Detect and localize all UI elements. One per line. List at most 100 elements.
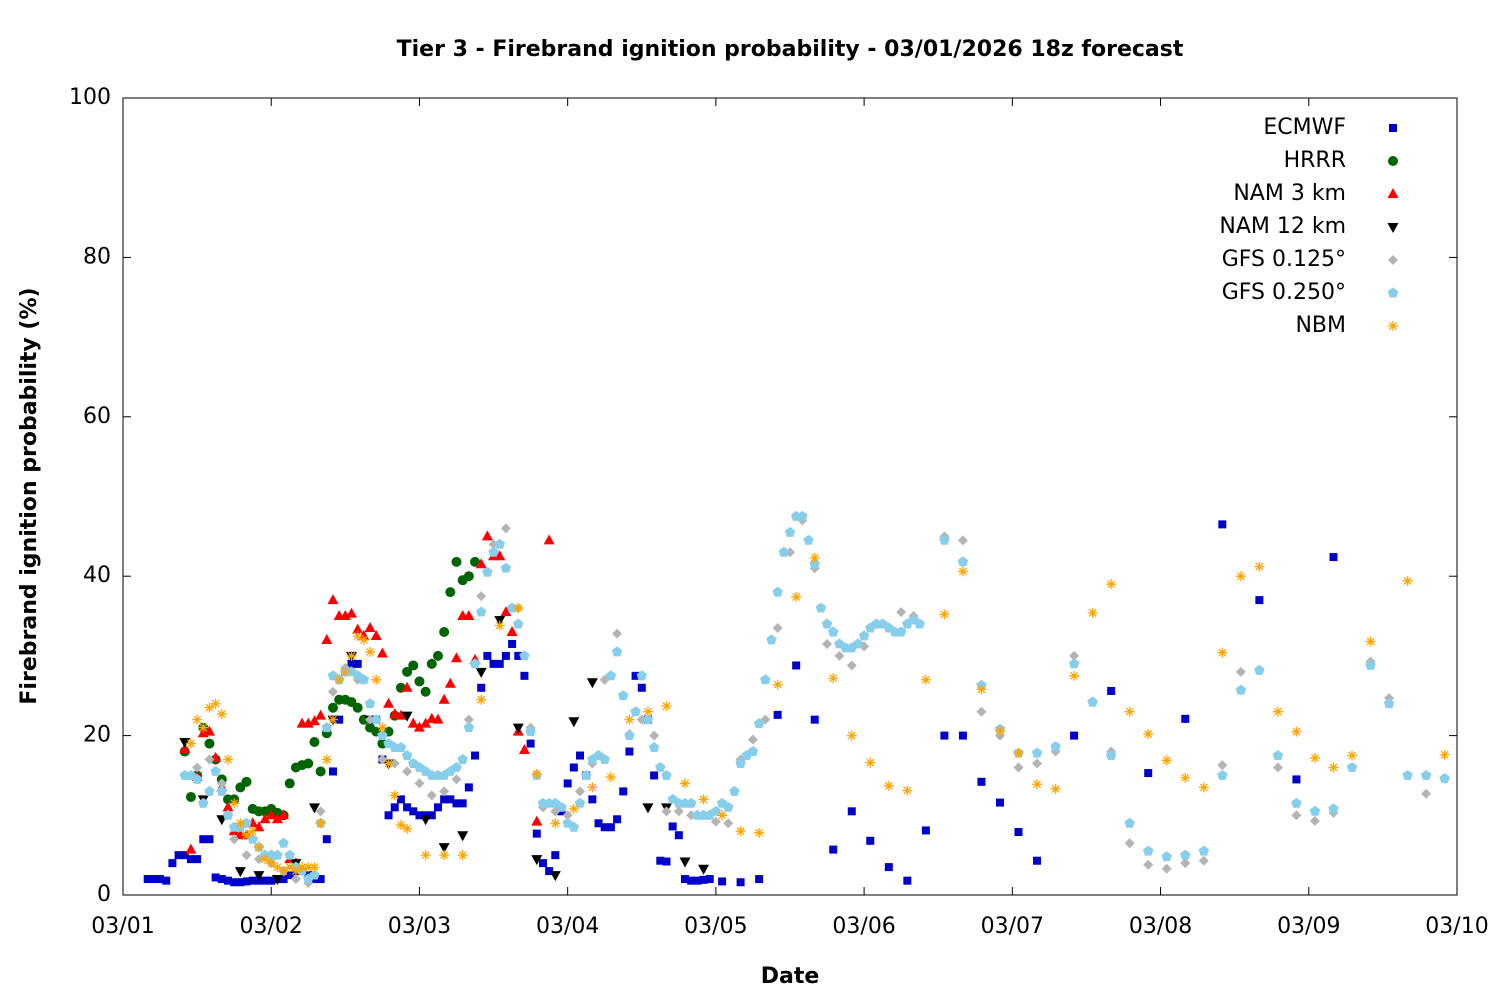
- point: [222, 801, 234, 812]
- point: [994, 725, 1005, 736]
- point: [600, 823, 609, 832]
- point: [198, 797, 209, 808]
- point: [606, 823, 615, 832]
- point: [395, 819, 406, 830]
- point: [352, 702, 363, 713]
- point: [605, 670, 617, 681]
- point: [624, 730, 635, 741]
- legend-marker: [1387, 188, 1399, 198]
- point: [489, 659, 498, 668]
- point: [753, 718, 765, 729]
- point: [1143, 859, 1154, 870]
- point: [1198, 855, 1209, 866]
- point: [1105, 750, 1117, 760]
- point: [650, 771, 659, 780]
- point: [699, 875, 708, 884]
- point: [321, 754, 332, 765]
- point: [495, 659, 504, 668]
- point: [668, 822, 677, 831]
- point: [253, 821, 265, 832]
- point: [377, 722, 388, 733]
- legend-label: HRRR: [1284, 148, 1346, 173]
- point: [1346, 761, 1358, 772]
- point: [914, 618, 925, 629]
- point: [828, 626, 839, 637]
- point: [797, 510, 808, 521]
- point: [920, 674, 931, 685]
- point: [1439, 749, 1450, 760]
- point: [580, 769, 592, 780]
- point: [1069, 670, 1080, 681]
- point: [420, 850, 431, 861]
- point: [1217, 647, 1228, 658]
- point: [278, 837, 289, 848]
- point: [241, 850, 252, 861]
- point: [1180, 858, 1191, 869]
- point: [365, 646, 376, 657]
- point: [389, 790, 400, 801]
- point: [438, 843, 450, 854]
- legend-label: ECMWF: [1263, 115, 1346, 140]
- point: [576, 751, 585, 760]
- point: [755, 875, 764, 884]
- point: [939, 534, 950, 545]
- y-axis-label: Firebrand ignition probability (%): [17, 287, 42, 704]
- point: [204, 785, 215, 796]
- point: [1070, 731, 1079, 740]
- point: [506, 625, 518, 636]
- point: [352, 623, 364, 634]
- point: [364, 622, 376, 633]
- point: [680, 778, 691, 789]
- point: [451, 774, 462, 785]
- point: [476, 591, 487, 602]
- point: [253, 871, 265, 882]
- point: [829, 845, 838, 854]
- x-tick-label: 03/05: [684, 914, 747, 939]
- point: [532, 829, 541, 838]
- point: [847, 807, 856, 816]
- point: [1033, 856, 1042, 865]
- point: [426, 790, 437, 801]
- point: [803, 534, 814, 545]
- point: [335, 715, 344, 724]
- point: [846, 730, 857, 741]
- point: [681, 875, 690, 884]
- point: [475, 667, 487, 678]
- point: [569, 763, 578, 772]
- point: [463, 714, 474, 725]
- point: [1124, 817, 1135, 828]
- point: [792, 661, 801, 670]
- point: [309, 736, 320, 747]
- point: [1291, 797, 1302, 808]
- point: [1309, 805, 1321, 816]
- point: [216, 709, 227, 720]
- point: [852, 638, 864, 649]
- point: [1420, 769, 1432, 780]
- point: [605, 772, 616, 783]
- point: [186, 855, 195, 864]
- point: [433, 803, 442, 812]
- point: [587, 782, 598, 793]
- point: [168, 859, 177, 868]
- point: [710, 805, 722, 816]
- point: [217, 875, 226, 884]
- point: [624, 714, 635, 725]
- point: [834, 650, 845, 661]
- point: [1050, 783, 1061, 794]
- point: [475, 558, 487, 569]
- point: [1272, 750, 1284, 760]
- point: [687, 876, 696, 885]
- point: [903, 876, 912, 885]
- point: [494, 550, 506, 561]
- point: [266, 858, 277, 869]
- point: [693, 876, 702, 885]
- point: [772, 679, 783, 690]
- point: [673, 806, 684, 817]
- point: [1180, 849, 1191, 860]
- legend-label: GFS 0.250°: [1222, 280, 1346, 305]
- point: [303, 758, 314, 769]
- point: [203, 725, 215, 736]
- point: [526, 739, 535, 748]
- point: [297, 862, 308, 873]
- point: [655, 761, 666, 772]
